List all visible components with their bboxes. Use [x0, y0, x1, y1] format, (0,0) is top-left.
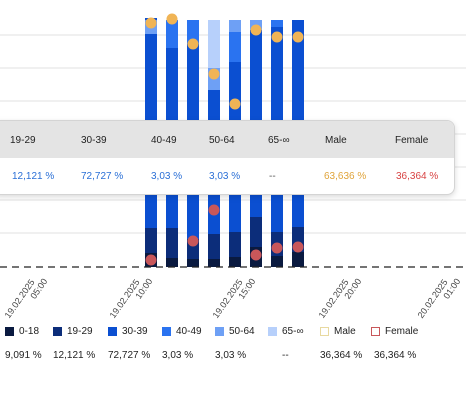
percentage-65-plus: -- [282, 350, 289, 361]
bar-2-segment-0 [187, 259, 199, 267]
tooltip-values: 12,121 % 72,727 % 3,03 % 3,03 % -- 63,63… [0, 158, 454, 194]
legend-label: Male [334, 326, 356, 337]
male-point-5 [250, 24, 262, 36]
tooltip-header-male: Male [325, 135, 347, 146]
percentage-female: 36,364 % [374, 350, 417, 361]
legend-label: 30-39 [122, 326, 148, 337]
legend-label: 0-18 [19, 326, 40, 337]
tooltip-header-50-64: 50-64 [209, 135, 235, 146]
female-point-5 [292, 241, 304, 253]
bar-6-segment-3 [271, 20, 283, 27]
bar-1-segment-3 [166, 20, 178, 48]
tooltip-value-65-plus: -- [269, 171, 276, 182]
legend-label: 19-29 [67, 326, 93, 337]
bar-4-segment-1 [229, 232, 241, 257]
legend-swatch [108, 327, 117, 336]
legend-item-19-29[interactable]: 19-29 [53, 326, 93, 337]
x-tick-label-1: 19.02.202510:00 [108, 271, 155, 320]
male-point-3 [208, 68, 220, 80]
legend-item-50-64[interactable]: 50-64 [215, 326, 255, 337]
tooltip-header-40-49: 40-49 [151, 135, 177, 146]
female-point-1 [187, 235, 199, 247]
bar-1-segment-0 [166, 258, 178, 267]
legend-label: Female [385, 326, 419, 337]
bar-6-segment-0 [271, 256, 283, 267]
tooltip-value-30-39: 72,727 % [81, 171, 124, 182]
bar-4-segment-3 [229, 32, 241, 62]
bar-2-segment-3 [187, 20, 199, 44]
tooltip-header-female: Female [395, 135, 429, 146]
tooltip-value-19-29: 12,121 % [12, 171, 55, 182]
male-point-6 [271, 31, 283, 43]
tooltip-header-65-plus: 65-∞ [268, 135, 290, 146]
bar-3-segment-1 [208, 234, 220, 259]
bar-4-segment-4 [229, 20, 241, 32]
bar-0-segment-1 [145, 228, 157, 253]
percentage-50-64: 3,03 % [215, 350, 247, 361]
legend-item-male[interactable]: Male [320, 326, 356, 337]
female-point-3 [250, 249, 262, 261]
percentage-40-49: 3,03 % [162, 350, 194, 361]
legend-swatch [53, 327, 62, 336]
x-tick-label-2: 19.02.202515:00 [211, 271, 258, 320]
percentage-19-29: 12,121 % [53, 350, 96, 361]
percentage-male: 36,364 % [320, 350, 363, 361]
male-point-2 [187, 38, 199, 50]
male-point-1 [166, 13, 178, 25]
legend-item-65-plus[interactable]: 65-∞ [268, 326, 304, 337]
legend-swatch [162, 327, 171, 336]
percentage-30-39: 72,727 % [108, 350, 151, 361]
legend-swatch [5, 327, 14, 336]
legend-label: 65-∞ [282, 326, 304, 337]
bar-5-segment-1 [250, 217, 262, 247]
tooltip-value-40-49: 3,03 % [151, 171, 183, 182]
chart-legend: 0-18 19-29 30-39 40-49 50-64 65-∞ Male F… [0, 326, 466, 346]
legend-item-female[interactable]: Female [371, 326, 418, 337]
bar-3-top [208, 20, 220, 68]
x-tick-label-0: 19.02.202505:00 [3, 271, 50, 320]
percentage-0-18: 9,091 % [5, 350, 42, 361]
female-point-2 [208, 204, 220, 216]
legend-swatch [371, 327, 380, 336]
tooltip-value-female: 36,364 % [396, 171, 439, 182]
bar-7-segment-0 [292, 252, 304, 267]
x-tick-label-4: 20.02.202501:00 [416, 271, 463, 320]
legend-swatch [215, 327, 224, 336]
x-tick-label-3: 19.02.202520:00 [317, 271, 364, 320]
tooltip-value-50-64: 3,03 % [209, 171, 241, 182]
legend-item-40-49[interactable]: 40-49 [162, 326, 202, 337]
legend-swatch [268, 327, 277, 336]
bar-4-segment-0 [229, 257, 241, 267]
male-point-7 [292, 31, 304, 43]
chart-tooltip: 19-29 30-39 40-49 50-64 65-∞ Male Female… [0, 120, 455, 195]
male-point-4 [229, 98, 241, 110]
legend-label: 50-64 [229, 326, 255, 337]
bar-1-segment-1 [166, 228, 178, 258]
tooltip-header-19-29: 19-29 [10, 135, 36, 146]
bar-3-segment-0 [208, 259, 220, 267]
legend-item-0-18[interactable]: 0-18 [5, 326, 39, 337]
tooltip-value-male: 63,636 % [324, 171, 367, 182]
female-point-4 [271, 242, 283, 254]
legend-label: 40-49 [176, 326, 202, 337]
percentage-row: 9,091 % 12,121 % 72,727 % 3,03 % 3,03 % … [0, 350, 466, 368]
tooltip-header-30-39: 30-39 [81, 135, 107, 146]
tooltip-header: 19-29 30-39 40-49 50-64 65-∞ Male Female [0, 121, 454, 158]
male-point-0 [145, 17, 157, 29]
legend-item-30-39[interactable]: 30-39 [108, 326, 148, 337]
legend-swatch [320, 327, 329, 336]
female-point-0 [145, 254, 157, 266]
